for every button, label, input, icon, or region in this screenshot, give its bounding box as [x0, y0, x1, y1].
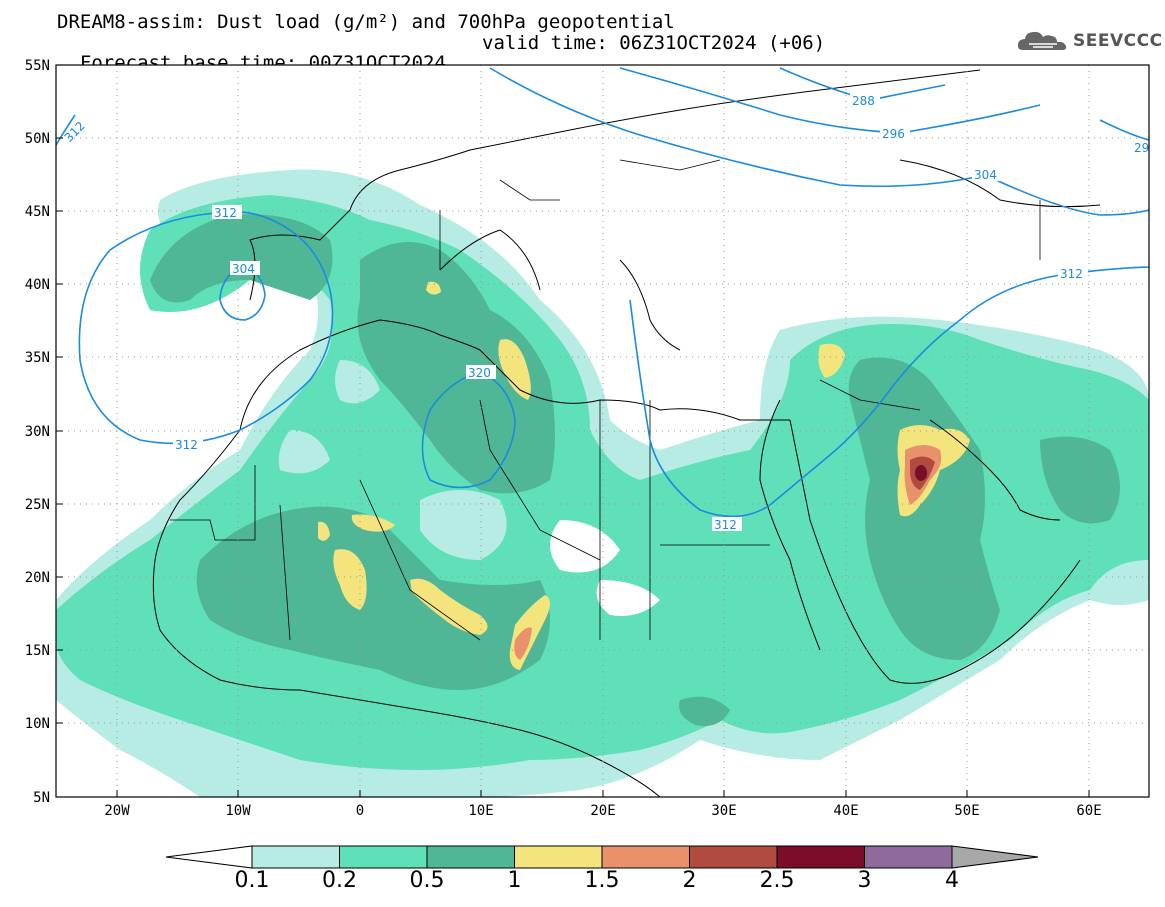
contour-label-320: 320: [468, 366, 491, 380]
lon-tick-labels: 20W 10W 0 10E 20E 30E 40E 50E 60E: [104, 803, 1101, 819]
colorbar-label: 2.5: [759, 868, 795, 893]
lat-tick-label: 55N: [25, 58, 50, 74]
lon-tick-label: 40E: [833, 803, 858, 819]
contour-312-west: [78, 211, 334, 445]
lon-tick-label: 10E: [468, 803, 493, 819]
country-borders: [170, 159, 1041, 641]
contour-296: [619, 67, 1041, 134]
colorbar-box: [339, 845, 428, 869]
colorbar-box: [689, 845, 778, 869]
colorbar-label: 4: [945, 868, 959, 893]
colorbar-label: 0.1: [234, 868, 270, 893]
colorbar-box: [601, 845, 690, 869]
lon-tick-label: 50E: [954, 803, 979, 819]
colorbar-label: 0.5: [409, 868, 445, 893]
colorbar-label: 1.5: [584, 868, 620, 893]
lat-tick-label: 25N: [25, 497, 50, 513]
lat-tick-label: 50N: [25, 131, 50, 147]
lon-tick-label: 0: [356, 803, 364, 819]
colorbar-box: [426, 845, 515, 869]
contour-label-296: 296: [882, 127, 905, 141]
lat-tick-label: 20N: [25, 570, 50, 586]
chart-title: DREAM8-assim: Dust load (g/m²) and 700hP…: [57, 11, 675, 33]
contour-304-west: [219, 264, 266, 321]
lat-tick-label: 30N: [25, 424, 50, 440]
valid-time: valid time: 06Z31OCT2024 (+06): [482, 32, 826, 54]
colorbar-label: 1: [507, 868, 522, 893]
colorbar-box: [776, 845, 865, 869]
contour-312-nw: [56, 114, 76, 146]
contour-320: [421, 371, 516, 489]
dust-level-2-5: [915, 465, 927, 481]
colorbar-labels: 0.1 0.2 0.5 1 1.5 2 2.5 3 4: [0, 868, 1165, 898]
contour-label-304-west: 304: [232, 262, 255, 276]
geopotential-contours: [56, 67, 1149, 518]
lat-tick-label: 10N: [25, 716, 50, 732]
lat-tick-label: 35N: [25, 350, 50, 366]
coastlines: [152, 69, 1101, 797]
colorbar-label: 2: [682, 868, 697, 893]
colorbar-boxes: [251, 845, 953, 869]
lat-tick-label: 5N: [33, 790, 50, 806]
colorbar-box: [514, 845, 603, 869]
contour-304-north: [489, 67, 1149, 216]
colorbar-label: 0.2: [322, 868, 357, 893]
lat-tick-labels: 55N 50N 45N 40N 35N 30N 25N 20N 15N 10N …: [25, 58, 50, 806]
logo-text: SEEVCCC: [1073, 31, 1163, 51]
lat-tick-label: 45N: [25, 204, 50, 220]
contour-label-288: 288: [852, 94, 875, 108]
contour-312-east: [629, 266, 1149, 518]
lat-tick-label: 40N: [25, 277, 50, 293]
contour-label-312-east: 312: [1060, 267, 1083, 281]
contour-label-29x: 29: [1134, 141, 1149, 155]
contour-label-312-south: 312: [714, 518, 737, 532]
cloud-icon: [1017, 31, 1067, 50]
colorbar-low-end: [165, 845, 253, 869]
contour-label-312-west-top: 312: [214, 206, 237, 220]
dust-layers: [56, 69, 1149, 797]
lon-tick-label: 10W: [225, 803, 251, 819]
lon-tick-label: 60E: [1076, 803, 1101, 819]
seevccc-logo: SEEVCCC: [1017, 27, 1163, 55]
tick-marks: [56, 137, 1090, 797]
contour-29x-ne: [1099, 119, 1149, 141]
lon-tick-label: 20W: [104, 803, 130, 819]
contour-label-312-west-bottom: 312: [175, 438, 198, 452]
colorbar: [165, 845, 1039, 869]
colorbar-box: [864, 845, 953, 869]
colorbar-label: 3: [857, 868, 872, 893]
lon-tick-label: 20E: [590, 803, 615, 819]
colorbar-box: [251, 845, 340, 869]
lon-tick-label: 30E: [711, 803, 736, 819]
lat-tick-label: 15N: [25, 643, 50, 659]
colorbar-high-end: [951, 845, 1039, 869]
contour-label-304-north: 304: [974, 168, 997, 182]
